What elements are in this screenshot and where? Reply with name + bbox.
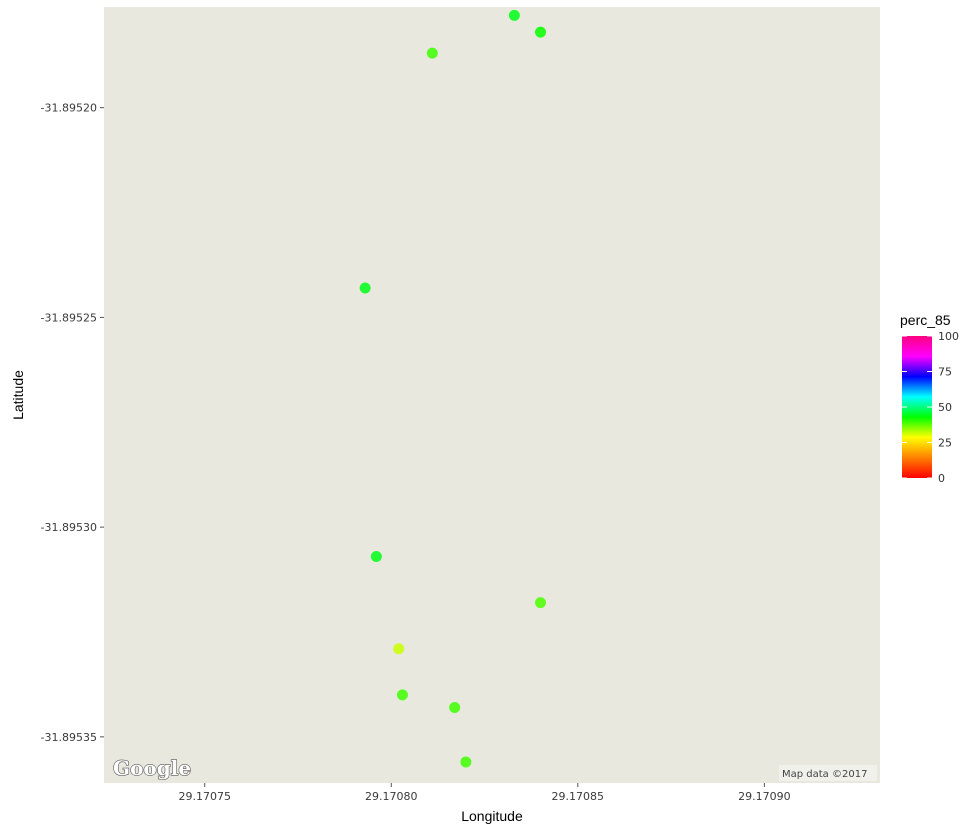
x-tick-label: 29.17080 xyxy=(365,790,418,803)
y-tick-label: -31.89530 xyxy=(41,521,97,534)
data-point xyxy=(370,550,382,562)
data-point xyxy=(393,643,405,655)
data-point xyxy=(508,9,520,21)
y-axis-title: Latitude xyxy=(10,370,26,420)
legend-title: perc_85 xyxy=(900,312,951,328)
x-tick-label: 29.17075 xyxy=(178,790,231,803)
data-point xyxy=(396,689,408,701)
data-point xyxy=(359,282,371,294)
color-legend: perc_85 0 25 50 75 100 xyxy=(900,312,959,485)
google-logo: Google xyxy=(113,756,191,780)
data-points xyxy=(359,9,546,768)
data-point xyxy=(535,26,546,38)
data-point xyxy=(426,47,438,59)
x-tick-label: 29.17085 xyxy=(552,790,605,803)
x-tick-label: 29.17090 xyxy=(738,790,791,803)
legend-ticks: 0 25 50 75 100 xyxy=(902,330,959,485)
x-axis-title: Longitude xyxy=(461,808,523,824)
legend-tick-label: 25 xyxy=(938,437,952,450)
y-tick-label: -31.89520 xyxy=(41,102,97,115)
y-tick-label: -31.89535 xyxy=(41,731,97,744)
legend-tick-label: 75 xyxy=(938,366,952,379)
data-point xyxy=(449,701,461,713)
data-point xyxy=(460,756,472,768)
x-axis: 29.17075 29.17080 29.17085 29.17090 xyxy=(178,783,791,803)
y-tick-label: -31.89525 xyxy=(41,311,97,324)
map-attribution: Map data ©2017 xyxy=(782,769,867,780)
map-background xyxy=(104,7,880,783)
data-point xyxy=(535,597,546,609)
legend-tick-label: 0 xyxy=(938,472,945,485)
legend-tick-label: 50 xyxy=(938,401,952,414)
map-attribution-bg xyxy=(779,765,877,781)
y-axis: -31.89520 -31.89525 -31.89530 -31.89535 xyxy=(41,102,104,744)
legend-tick-label: 100 xyxy=(938,330,959,343)
